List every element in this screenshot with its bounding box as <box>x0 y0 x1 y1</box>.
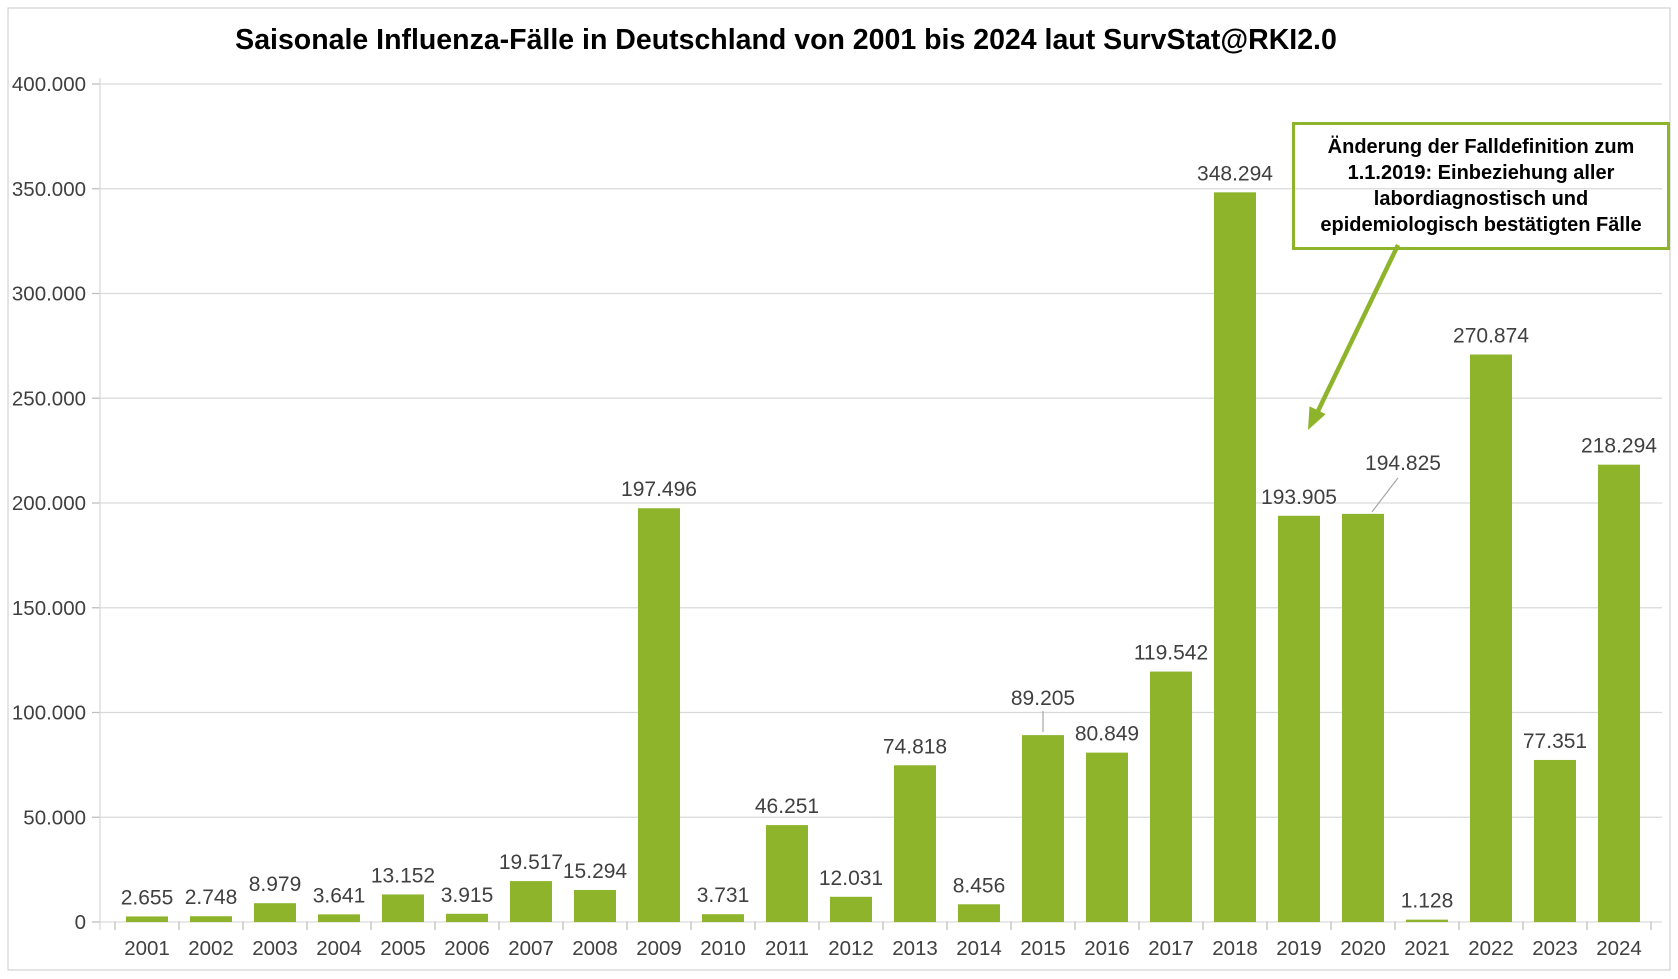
bar-2016 <box>1086 752 1128 922</box>
chart-title: Saisonale Influenza-Fälle in Deutschland… <box>235 24 1337 56</box>
bar-2001 <box>126 916 168 922</box>
y-tick-label: 300.000 <box>12 283 86 306</box>
y-tick-label: 200.000 <box>12 492 86 515</box>
x-tick-label-2019: 2019 <box>1276 937 1322 960</box>
x-tick-label-2010: 2010 <box>700 937 746 960</box>
value-label-2021: 1.128 <box>1401 890 1454 913</box>
x-tick-label-2008: 2008 <box>572 937 618 960</box>
value-label-2008: 15.294 <box>563 860 628 883</box>
value-label-2016: 80.849 <box>1075 723 1139 746</box>
annotation-callout: Änderung der Falldefinition zum 1.1.2019… <box>1292 122 1670 250</box>
x-tick-label-2009: 2009 <box>636 937 682 960</box>
value-label-2011: 46.251 <box>755 795 819 818</box>
x-tick-label-2002: 2002 <box>188 937 234 960</box>
x-tick-label-2022: 2022 <box>1468 937 1514 960</box>
y-tick-label: 250.000 <box>12 387 86 410</box>
annotation-line: 1.1.2019: Einbeziehung aller <box>1347 162 1615 184</box>
x-tick-label-2018: 2018 <box>1212 937 1258 960</box>
annotation-arrow-shaft <box>1315 244 1401 412</box>
y-tick-label: 50.000 <box>23 806 86 829</box>
x-tick-label-2001: 2001 <box>124 937 170 960</box>
value-label-2009: 197.496 <box>621 478 697 501</box>
bar-2004 <box>318 914 360 922</box>
bar-2005 <box>382 894 424 922</box>
bar-2014 <box>958 904 1000 922</box>
x-tick-label-2017: 2017 <box>1148 937 1194 960</box>
x-tick-label-2014: 2014 <box>956 937 1002 960</box>
chart-frame <box>7 7 1671 971</box>
bar-2009 <box>638 508 680 922</box>
x-tick-label-2007: 2007 <box>508 937 554 960</box>
value-label-2012: 12.031 <box>819 867 883 890</box>
annotation-line: epidemiologisch bestätigten Fälle <box>1320 214 1642 236</box>
bar-2013 <box>894 765 936 922</box>
annotation-arrow-head <box>1308 406 1326 430</box>
bar-2008 <box>574 889 616 922</box>
value-label-2006: 3.915 <box>441 884 494 907</box>
bar-2017 <box>1150 671 1192 922</box>
value-label-2020: 194.825 <box>1365 452 1441 475</box>
y-tick-label: 150.000 <box>12 597 86 620</box>
value-label-2010: 3.731 <box>697 884 750 907</box>
bar-2024 <box>1598 464 1640 922</box>
x-tick-label-2012: 2012 <box>828 937 874 960</box>
annotation-line: Änderung der Falldefinition zum <box>1327 136 1635 158</box>
y-tick-label: 400.000 <box>12 73 86 96</box>
x-tick-label-2005: 2005 <box>380 937 426 960</box>
value-label-2007: 19.517 <box>499 851 563 874</box>
value-label-2018: 348.294 <box>1197 162 1273 185</box>
bar-2006 <box>446 913 488 922</box>
y-tick-label: 350.000 <box>12 178 86 201</box>
x-tick-label-2011: 2011 <box>765 937 809 960</box>
value-label-2022: 270.874 <box>1453 325 1529 348</box>
y-tick-label: 100.000 <box>12 702 86 725</box>
value-label-2019: 193.905 <box>1261 486 1337 509</box>
bar-2022 <box>1470 354 1512 922</box>
bar-2010 <box>702 914 744 922</box>
value-label-2023: 77.351 <box>1523 730 1587 753</box>
x-tick-label-2003: 2003 <box>252 937 298 960</box>
bar-2011 <box>766 825 808 922</box>
annotation-line: labordiagnostisch und <box>1373 188 1589 210</box>
x-tick-label-2006: 2006 <box>444 937 490 960</box>
value-label-2003: 8.979 <box>249 873 302 896</box>
bar-2023 <box>1534 759 1576 922</box>
bar-2021 <box>1406 919 1448 922</box>
value-label-2024: 218.294 <box>1581 435 1657 458</box>
bar-2020 <box>1342 513 1384 922</box>
label-leader-line <box>1371 477 1399 513</box>
bar-2002 <box>190 916 232 922</box>
value-label-2014: 8.456 <box>953 874 1006 897</box>
bar-2012 <box>830 896 872 922</box>
x-tick-label-2013: 2013 <box>892 937 938 960</box>
x-tick-label-2016: 2016 <box>1084 937 1130 960</box>
value-label-2002: 2.748 <box>185 886 238 909</box>
x-tick-label-2023: 2023 <box>1532 937 1578 960</box>
bar-2018 <box>1214 192 1256 922</box>
x-tick-label-2020: 2020 <box>1340 937 1386 960</box>
bar-2019 <box>1278 515 1320 922</box>
x-tick-label-2004: 2004 <box>316 937 362 960</box>
bar-2015 <box>1022 735 1064 922</box>
value-label-2004: 3.641 <box>313 884 366 907</box>
bar-2003 <box>254 903 296 922</box>
x-tick-label-2015: 2015 <box>1020 937 1066 960</box>
x-tick-label-2021: 2021 <box>1404 937 1450 960</box>
bar-2007 <box>510 881 552 922</box>
value-label-2001: 2.655 <box>121 886 174 909</box>
value-label-2013: 74.818 <box>883 735 947 758</box>
value-label-2017: 119.542 <box>1134 642 1208 665</box>
value-label-2005: 13.152 <box>371 864 435 887</box>
value-label-2015: 89.205 <box>1011 687 1075 710</box>
y-tick-label: 0 <box>75 911 86 934</box>
x-tick-label-2024: 2024 <box>1596 937 1642 960</box>
